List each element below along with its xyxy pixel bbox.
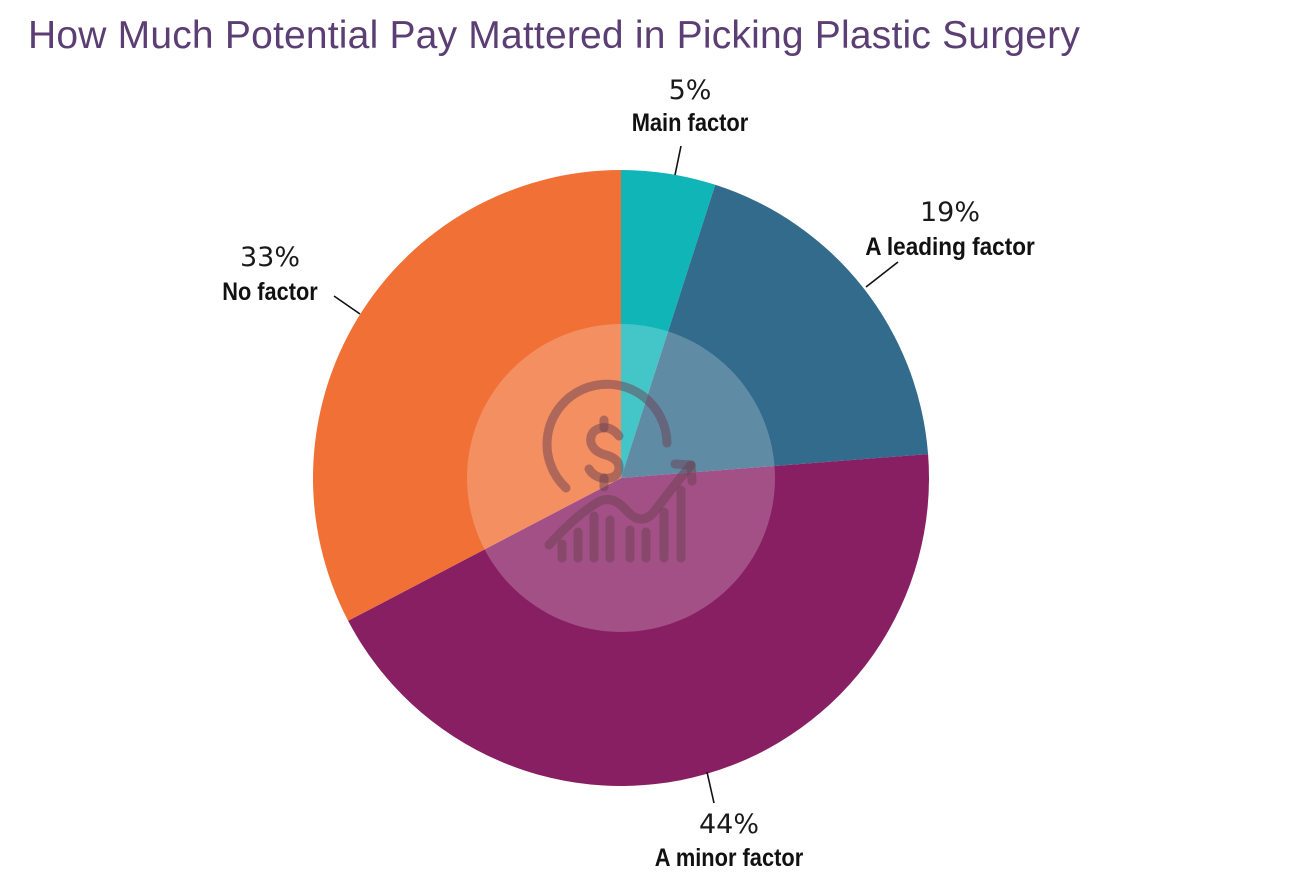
- dollar-growth-icon: [542, 379, 697, 563]
- slice-percent-label: 5%: [669, 75, 712, 106]
- slice-percent-label: 19%: [920, 197, 980, 228]
- slice-category-label: No factor: [222, 278, 318, 306]
- pie-slices: [313, 170, 929, 786]
- leader-line: [706, 771, 715, 804]
- leader-line: [674, 145, 682, 176]
- slice-category-label: A leading factor: [865, 233, 1035, 261]
- pie-slice-a-minor-factor: [348, 454, 929, 786]
- pie-slice-no-factor: [313, 170, 621, 621]
- slice-percent-label: 44%: [699, 809, 759, 840]
- pie-slice-a-leading-factor: [621, 184, 929, 478]
- slice-category-label: Main factor: [632, 109, 749, 137]
- slice-percent-label: 33%: [240, 242, 300, 273]
- center-overlay-disc: [467, 324, 775, 632]
- pie-labels: 5% Main factor 19% A leading factor 44% A min…: [222, 75, 1035, 872]
- leader-line: [333, 295, 361, 315]
- chart-title: How Much Potential Pay Mattered in Picki…: [28, 14, 1081, 57]
- slice-category-label: A minor factor: [655, 844, 804, 872]
- leader-line: [865, 261, 899, 288]
